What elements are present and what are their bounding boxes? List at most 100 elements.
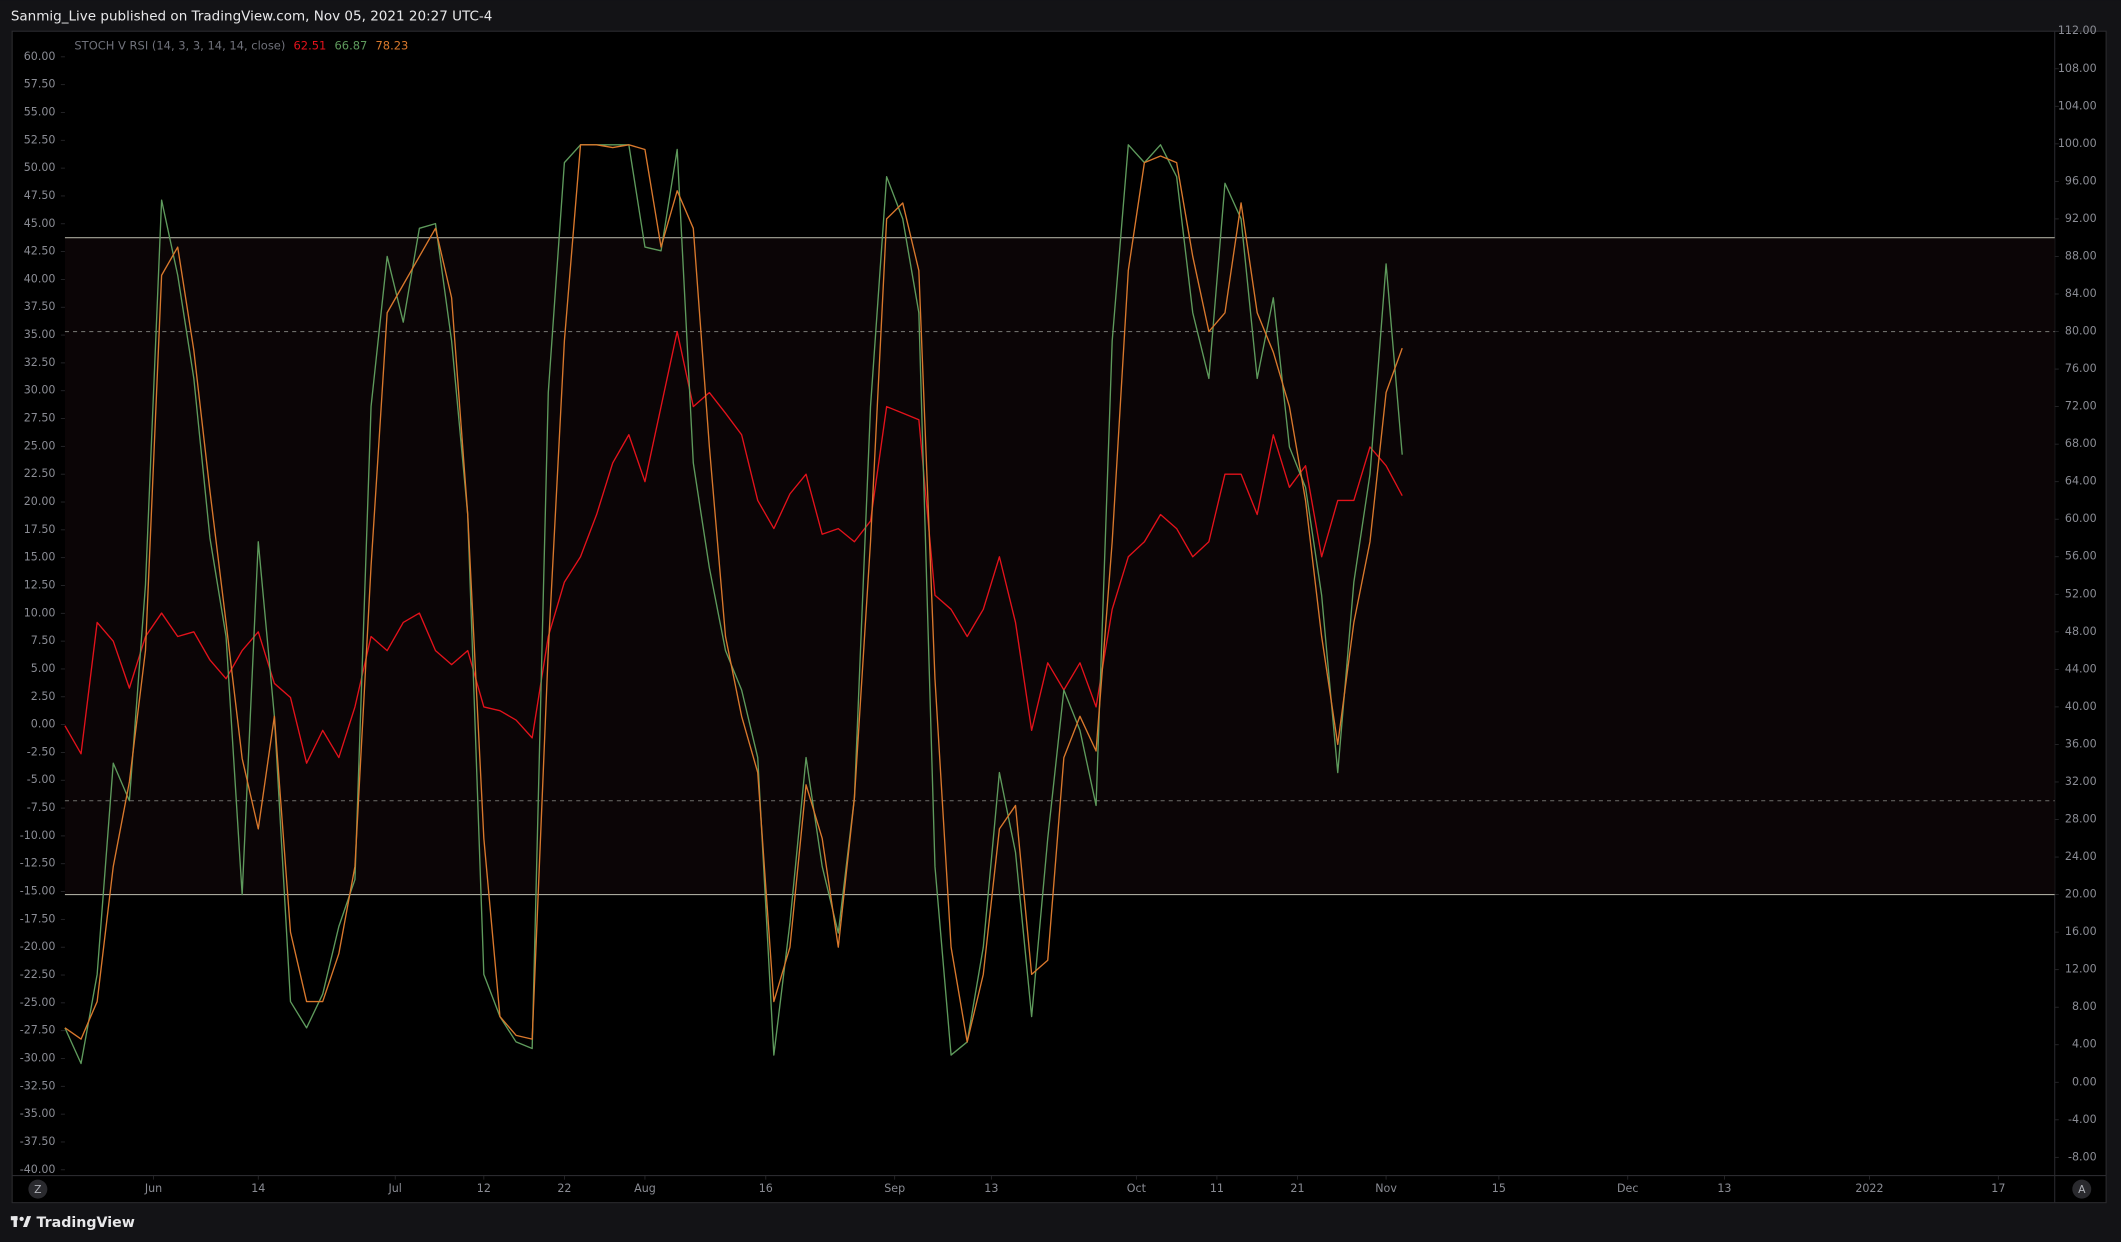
y-tick-label: -12.50 <box>20 857 56 870</box>
logo-part <box>13 1216 17 1227</box>
plot: 60.00 57.50 55.00 52.50 50.00 47.50 45.00 42.50… <box>20 24 2097 1195</box>
brand-name: TradingView <box>37 1215 135 1231</box>
y2-tick-label: 60.00 <box>2065 512 2097 525</box>
y-tick-label: 20.00 <box>24 495 56 508</box>
y2-tick-label: 48.00 <box>2065 625 2097 638</box>
x-tick-label: 15 <box>1492 1182 1506 1195</box>
x-tick-label: 12 <box>477 1182 491 1195</box>
y-tick-label: 15.00 <box>24 551 56 564</box>
logo-part <box>19 1216 24 1222</box>
x-tick-label: 21 <box>1290 1182 1304 1195</box>
y-tick-label: 0.00 <box>31 718 56 731</box>
y-tick-label: 5.00 <box>31 662 56 675</box>
y-tick-label: 57.50 <box>24 78 56 91</box>
y-tick-label: 12.50 <box>24 578 56 591</box>
y-tick-label: 32.50 <box>24 356 56 369</box>
y-tick-label: -40.00 <box>20 1163 56 1176</box>
y-tick-label: -35.00 <box>20 1107 56 1120</box>
y2-tick-label: -4.00 <box>2068 1113 2097 1126</box>
x-tick-label: Oct <box>1127 1182 1147 1195</box>
y2-tick-label: 44.00 <box>2065 662 2097 675</box>
y-tick-label: 2.50 <box>31 690 56 703</box>
auto-button-label[interactable]: A <box>2078 1183 2086 1196</box>
y-tick-label: 30.00 <box>24 384 56 397</box>
y2-tick-label: 16.00 <box>2065 925 2097 938</box>
series-line <box>64 330 1403 764</box>
y-tick-label: 27.50 <box>24 412 56 425</box>
y-tick-label: -7.50 <box>27 801 56 814</box>
y-tick-label: -30.00 <box>20 1051 56 1064</box>
y2-tick-label: 8.00 <box>2072 1000 2097 1013</box>
y2-tick-label: 24.00 <box>2065 850 2097 863</box>
y2-tick-label: 88.00 <box>2065 249 2097 262</box>
y2-tick-label: 52.00 <box>2065 587 2097 600</box>
y-tick-label: -2.50 <box>27 745 56 758</box>
x-tick-label: Sep <box>884 1182 905 1195</box>
y2-tick-label: 4.00 <box>2072 1038 2097 1051</box>
y2-tick-label: 112.00 <box>2058 24 2097 37</box>
x-tick-label: Nov <box>1375 1182 1397 1195</box>
y-tick-label: -27.50 <box>20 1024 56 1037</box>
legend-title: STOCH V RSI (14, 3, 3, 14, 14, close) <box>74 39 285 53</box>
x-tick-label: 13 <box>1717 1182 1731 1195</box>
y-tick-label: 35.00 <box>24 328 56 341</box>
x-tick-label: Jun <box>144 1182 162 1195</box>
y-tick-label: -22.50 <box>20 968 56 981</box>
y2-tick-label: 108.00 <box>2058 62 2097 75</box>
y-tick-label: -10.00 <box>20 829 56 842</box>
y2-tick-label: 40.00 <box>2065 700 2097 713</box>
legend-value: 62.51 <box>293 39 326 53</box>
y-tick-label: 22.50 <box>24 467 56 480</box>
x-tick-label: 2022 <box>1855 1182 1883 1195</box>
legend-value: 66.87 <box>334 39 367 53</box>
y-tick-label: 42.50 <box>24 245 56 258</box>
legend-value: 78.23 <box>375 39 408 53</box>
y-tick-label: 52.50 <box>24 133 56 146</box>
y2-tick-label: 32.00 <box>2065 775 2097 788</box>
y-tick-label: 55.00 <box>24 105 56 118</box>
y-tick-label: -25.00 <box>20 996 56 1009</box>
y-tick-label: 37.50 <box>24 300 56 313</box>
y2-tick-label: 12.00 <box>2065 963 2097 976</box>
y-tick-label: -32.50 <box>20 1079 56 1092</box>
x-tick-label: Dec <box>1617 1182 1638 1195</box>
y2-tick-label: 72.00 <box>2065 400 2097 413</box>
y2-tick-label: 84.00 <box>2065 287 2097 300</box>
header-title: Sanmig_Live published on TradingView.com… <box>11 8 493 24</box>
y2-tick-label: 56.00 <box>2065 550 2097 563</box>
y2-tick-label: 92.00 <box>2065 212 2097 225</box>
y-tick-label: -20.00 <box>20 940 56 953</box>
y2-tick-label: 20.00 <box>2065 888 2097 901</box>
y2-tick-label: 0.00 <box>2072 1075 2097 1088</box>
y-tick-label: 40.00 <box>24 272 56 285</box>
y2-tick-label: 76.00 <box>2065 362 2097 375</box>
y-tick-label: 10.00 <box>24 606 56 619</box>
y-tick-label: -37.50 <box>20 1135 56 1148</box>
y-tick-label: 25.00 <box>24 439 56 452</box>
x-tick-label: 22 <box>557 1182 571 1195</box>
y-tick-label: -5.00 <box>27 773 56 786</box>
brand-logo <box>10 1216 32 1227</box>
x-tick-label: Jul <box>388 1182 402 1195</box>
auto-button[interactable] <box>2072 1179 2092 1199</box>
y-tick-label: 47.50 <box>24 189 56 202</box>
y-tick-label: 7.50 <box>31 634 56 647</box>
series-line <box>64 144 1403 1065</box>
y2-tick-label: -8.00 <box>2068 1150 2097 1163</box>
x-tick-label: 14 <box>251 1182 265 1195</box>
y2-tick-label: 68.00 <box>2065 437 2097 450</box>
zoom-button[interactable] <box>28 1179 48 1199</box>
y2-tick-label: 36.00 <box>2065 737 2097 750</box>
y-tick-label: -15.00 <box>20 885 56 898</box>
x-tick-label: 16 <box>759 1182 773 1195</box>
zoom-button-label[interactable]: Z <box>34 1183 41 1196</box>
y-tick-label: 60.00 <box>24 50 56 63</box>
y2-tick-label: 100.00 <box>2058 137 2097 150</box>
y-tick-label: 17.50 <box>24 523 56 536</box>
y2-tick-label: 64.00 <box>2065 475 2097 488</box>
logo-part <box>22 1216 32 1227</box>
y-tick-label: 45.00 <box>24 217 56 230</box>
x-tick-label: 17 <box>1991 1182 2005 1195</box>
